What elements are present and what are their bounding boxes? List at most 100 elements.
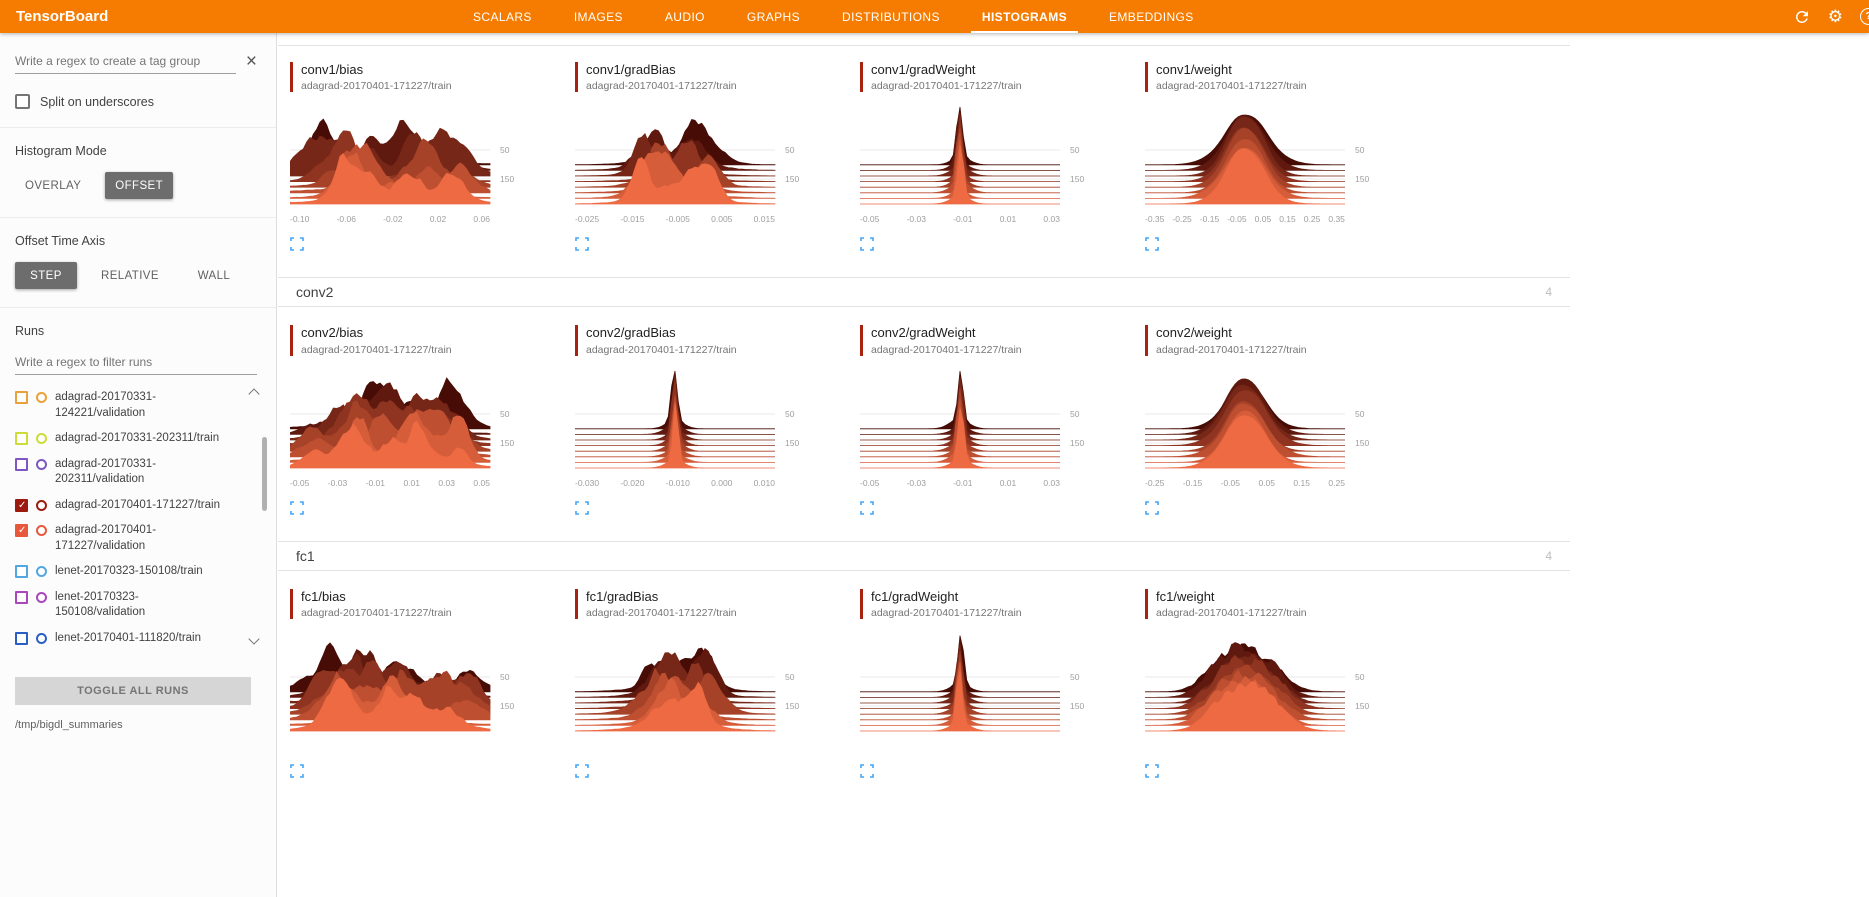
runs-filter-input[interactable] [15,350,257,375]
x-axis-ticks [1145,741,1345,752]
help-icon[interactable]: ? [1860,0,1869,33]
expand-icon[interactable] [860,763,874,778]
x-tick: -0.05 [860,477,880,488]
y-tick: 50 [1355,409,1365,419]
histogram-ridgeline-chart: 50 150 [860,107,1084,205]
card-run-label: adagrad-20170401-171227/train [301,343,452,356]
card-title: fc1/weight [1156,588,1215,604]
run-item[interactable]: adagrad-20170401-171227/train [15,493,223,519]
tab-audio[interactable]: AUDIO [664,9,705,24]
run-label: adagrad-20170331-202311/train [55,432,220,445]
card-header: fc1/bias adagrad-20170401-171227/train [290,588,575,619]
toggle-step[interactable]: STEP [15,262,77,289]
card-run-label: adagrad-20170401-171227/train [1156,343,1307,356]
card-title: conv1/bias [301,62,364,77]
run-color-radio[interactable] [36,525,47,537]
run-checkbox[interactable] [15,524,28,538]
run-item[interactable]: lenet-20170323-150108/validation [15,585,223,626]
expand-icon[interactable] [290,763,304,778]
run-checkbox[interactable] [15,565,28,579]
histogram-ridgeline-chart: 50 150 [290,642,514,732]
tab-embeddings[interactable]: EMBEDDINGS [1109,9,1194,24]
runs-scrollbar-thumb[interactable] [262,437,267,511]
run-checkbox[interactable] [15,590,28,604]
expand-icon[interactable] [575,763,589,778]
toggle-overlay[interactable]: OVERLAY [25,179,82,192]
card-run-label: adagrad-20170401-171227/train [301,80,452,93]
split-underscores-checkbox[interactable] [15,94,30,109]
x-tick: 0.25 [1328,477,1345,488]
card-run-label: adagrad-20170401-171227/train [586,606,737,619]
y-tick: 50 [785,145,795,155]
run-label: adagrad-20170331-124221/validation [55,391,157,419]
card-title: conv1/gradWeight [871,62,976,77]
run-color-radio[interactable] [36,433,47,445]
main-content: conv1/bias adagrad-20170401-171227/train 5… [278,33,1869,897]
expand-icon[interactable] [1145,763,1159,778]
toggle-relative[interactable]: RELATIVE [101,269,159,282]
section-header-conv2[interactable]: conv2 4 [278,277,1570,308]
card-header: conv1/weight adagrad-20170401-171227/trai… [1145,62,1430,93]
x-tick: 0.02 [429,214,447,225]
run-checkbox[interactable] [15,432,28,446]
histogram-card: conv1/gradWeight adagrad-20170401-171227/… [860,62,1145,253]
close-icon[interactable]: × [245,51,257,72]
x-tick: -0.25 [1172,214,1192,225]
expand-icon[interactable] [575,237,589,252]
expand-icon[interactable] [575,500,589,515]
split-underscores-row[interactable]: Split on underscores [15,94,261,109]
run-color-radio[interactable] [36,392,47,403]
expand-icon[interactable] [290,237,304,252]
run-color-radio[interactable] [36,591,47,603]
run-checkbox[interactable] [15,391,28,404]
x-tick: -0.10 [290,214,310,225]
run-item[interactable]: adagrad-20170401-171227/validation [15,518,223,559]
histogram-card: conv2/weight adagrad-20170401-171227/trai… [1145,325,1430,516]
run-checkbox[interactable] [15,631,28,645]
y-tick: 150 [1355,174,1369,184]
run-item[interactable]: adagrad-20170331-124221/validation [15,385,223,426]
tab-scalars[interactable]: SCALARS [473,9,532,24]
toggle-all-runs-button[interactable]: TOGGLE ALL RUNS [15,677,251,705]
y-tick: 50 [500,145,510,155]
run-item[interactable]: lenet-20170323-150108/train [15,559,223,585]
tab-distributions[interactable]: DISTRIBUTIONS [842,9,940,24]
histogram-card: conv2/gradBias adagrad-20170401-171227/tr… [575,325,860,516]
run-item[interactable]: lenet-20170401-111820/train [15,626,223,649]
histogram-card: conv2/gradWeight adagrad-20170401-171227/… [860,325,1145,516]
run-color-radio[interactable] [36,458,47,470]
run-checkbox[interactable] [15,498,28,512]
section-header-fc1[interactable]: fc1 4 [278,540,1570,571]
refresh-icon[interactable] [1793,0,1811,33]
app-title: TensorBoard [16,8,109,25]
card-actions [1145,237,1430,253]
x-tick: -0.01 [953,477,973,488]
card-title: fc1/gradWeight [871,588,959,604]
tab-images[interactable]: IMAGES [573,9,623,24]
tab-histograms[interactable]: HISTOGRAMS [961,0,1088,33]
expand-icon[interactable] [860,237,874,252]
tab-graphs[interactable]: GRAPHS [746,9,800,24]
settings-icon[interactable]: ⚙ [1827,6,1843,27]
expand-icon[interactable] [290,500,304,515]
card-title: conv2/gradWeight [871,325,976,341]
x-tick: 0.15 [1293,477,1310,488]
run-color-radio[interactable] [36,566,47,578]
expand-icon[interactable] [1145,237,1159,252]
expand-icon[interactable] [860,500,874,515]
x-axis-ticks: -0.05 -0.03 -0.01 0.01 0.03 [860,214,1060,225]
run-color-radio[interactable] [36,632,47,644]
toggle-wall[interactable]: WALL [197,269,231,282]
toggle-offset[interactable]: OFFSET [105,172,174,199]
tag-regex-input[interactable] [15,49,236,74]
toolbar: TensorBoard SCALARS IMAGES AUDIO GRAPHS DIST… [0,0,1869,33]
y-tick: 50 [1070,409,1080,419]
card-actions [290,500,575,517]
run-checkbox[interactable] [15,457,28,471]
runs-list: adagrad-20170331-124221/validation adagra… [15,385,267,649]
expand-icon[interactable] [1145,500,1159,515]
y-tick: 150 [785,701,799,711]
run-item[interactable]: adagrad-20170331-202311/train [15,426,223,452]
run-color-radio[interactable] [36,499,47,511]
run-item[interactable]: adagrad-20170331-202311/validation [15,452,223,493]
